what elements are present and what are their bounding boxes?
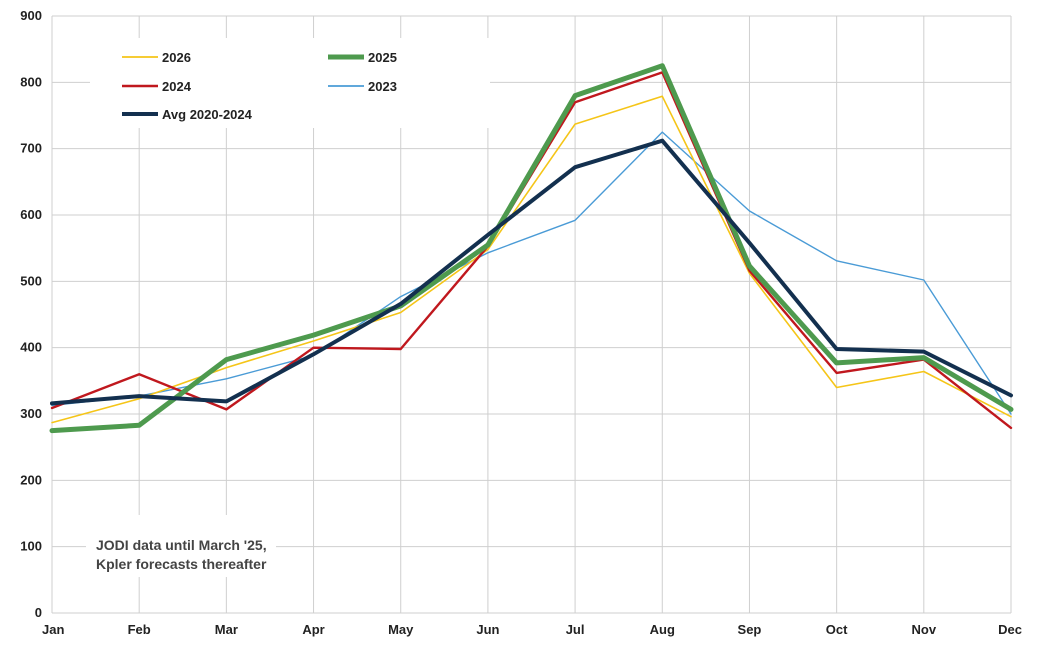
annotation-line-1: JODI data until March '25,: [96, 537, 267, 553]
x-tick-label: Dec: [998, 622, 1022, 637]
x-tick-label: Jun: [476, 622, 499, 637]
annotation-background: [86, 515, 276, 577]
y-tick-label: 700: [20, 141, 42, 156]
y-tick-label: 0: [35, 605, 42, 620]
annotation-line-2: Kpler forecasts thereafter: [96, 556, 267, 572]
legend-label: 2025: [368, 50, 397, 65]
series-line-2026: [51, 95, 1012, 424]
y-tick-label: 800: [20, 74, 42, 89]
series-lines: [49, 63, 1014, 434]
x-tick-label: Oct: [826, 622, 848, 637]
y-tick-label: 400: [20, 340, 42, 355]
y-tick-label: 200: [20, 472, 42, 487]
x-tick-label: Sep: [738, 622, 762, 637]
legend[interactable]: 2026 2025 2024 2023 Avg 2020-2024: [122, 50, 397, 122]
legend-label: 2026: [162, 50, 191, 65]
x-tick-label: Nov: [912, 622, 937, 637]
series-line-2025: [49, 63, 1014, 434]
y-tick-label: 300: [20, 406, 42, 421]
x-axis-ticks: Jan Feb Mar Apr May Jun Jul Aug Sep Oct Nov Dec: [42, 622, 1022, 637]
y-tick-label: 500: [20, 273, 42, 288]
x-tick-label: May: [388, 622, 414, 637]
series-line-avg-2020-2024: [50, 138, 1013, 406]
x-tick-label: Feb: [128, 622, 151, 637]
y-tick-label: 600: [20, 207, 42, 222]
x-tick-label: Jan: [42, 622, 64, 637]
x-tick-label: Aug: [650, 622, 675, 637]
y-tick-label: 900: [20, 8, 42, 23]
x-tick-label: Apr: [302, 622, 324, 637]
x-tick-label: Mar: [215, 622, 238, 637]
legend-label: Avg 2020-2024: [162, 107, 253, 122]
legend-label: 2023: [368, 79, 397, 94]
y-axis-ticks: 0 100 200 300 400 500 600 700 800 900: [20, 8, 42, 620]
legend-label: 2024: [162, 79, 192, 94]
x-tick-label: Jul: [566, 622, 585, 637]
y-tick-label: 100: [20, 539, 42, 554]
series-line-2023: [51, 131, 1012, 415]
